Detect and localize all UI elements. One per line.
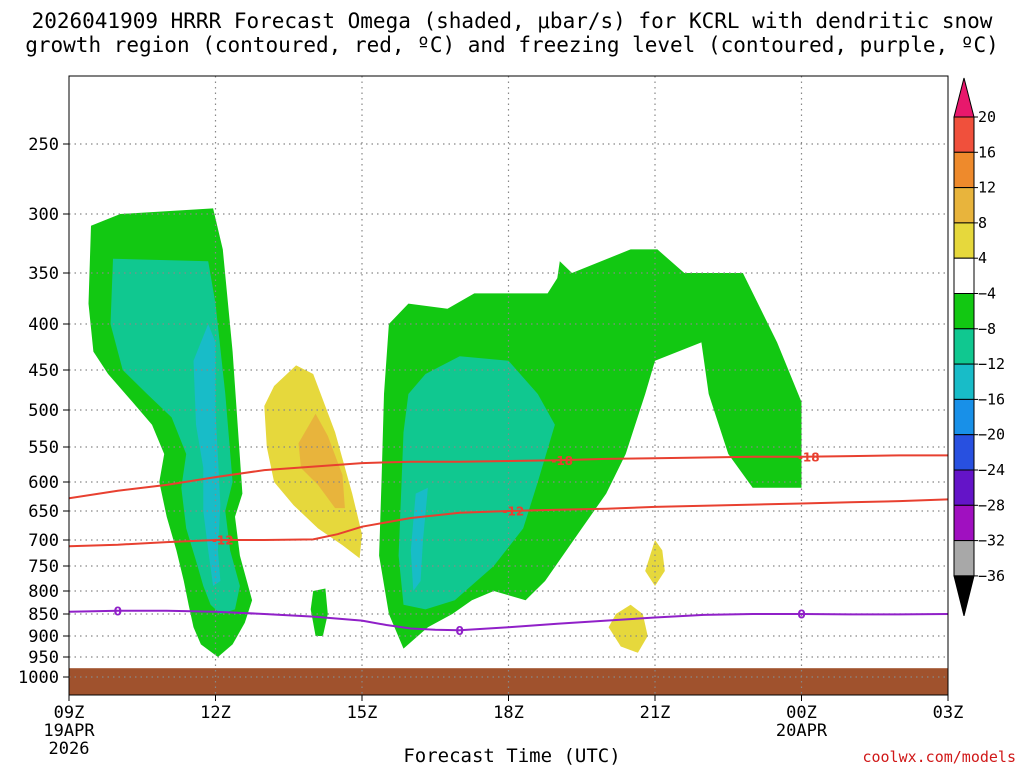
contour--12C: [69, 498, 948, 548]
y-tick-label: 900: [28, 627, 59, 647]
omega-region-yellow-dot-upper: [645, 540, 665, 586]
colorbar-label: −8: [978, 320, 996, 338]
colorbar-label: −20: [978, 426, 1005, 444]
x-axis-title: Forecast Time (UTC): [403, 745, 621, 767]
y-tick-label: 600: [28, 473, 59, 493]
x-tick-date-label: 20APR: [776, 721, 828, 741]
x-tick-label: 12Z: [200, 703, 231, 723]
colorbar-label: 12: [978, 179, 996, 197]
contour-label-0C: 0: [456, 624, 464, 638]
colorbar-swatch: [953, 363, 975, 400]
y-tick-label: 1000: [18, 668, 59, 688]
x-tick-label: 21Z: [640, 703, 671, 723]
omega-region-right-cyan-core: [398, 356, 555, 610]
contour-label--18C: -18: [798, 450, 820, 464]
y-tick-label: 500: [28, 401, 59, 421]
x-tick-label: 15Z: [347, 703, 378, 723]
colorbar-label: 20: [978, 108, 996, 126]
colorbar-label: −32: [978, 532, 1005, 550]
colorbar-label: −24: [978, 461, 1005, 479]
contour-label-0C: 0: [114, 604, 122, 618]
y-tick-label: 850: [28, 605, 59, 625]
omega-region-yellow-dot-lower: [608, 604, 648, 653]
colorbar-label: −4: [978, 285, 996, 303]
chart-title-line2: growth region (contoured, red, ºC) and f…: [25, 33, 999, 57]
contour-label-0C: 0: [797, 608, 805, 622]
colorbar-swatch: [953, 469, 975, 506]
x-tick-label: 09Z: [54, 703, 85, 723]
y-tick-label: 700: [28, 531, 59, 551]
colorbar-bottom-triangle: [953, 575, 975, 617]
contour-label--12C: -12: [212, 534, 234, 548]
contour-0C: [69, 609, 948, 632]
omega-region-orange-core: [298, 413, 345, 509]
x-tick-label: 18Z: [493, 703, 524, 723]
y-tick-label: 950: [28, 648, 59, 668]
y-tick-label: 750: [28, 557, 59, 577]
y-tick-label: 250: [28, 135, 59, 155]
colorbar-swatch: [953, 151, 975, 189]
contour-label--18C: -18: [551, 454, 573, 468]
y-tick-label: 650: [28, 502, 59, 522]
colorbar-label: 8: [978, 214, 987, 232]
colorbar-swatch: [953, 293, 975, 330]
x-tick-label: 00Z: [786, 703, 817, 723]
y-tick-label: 350: [28, 264, 59, 284]
colorbar-swatch: [953, 257, 975, 295]
chart-title-line1: 2026041909 HRRR Forecast Omega (shaded, …: [31, 9, 993, 33]
colorbar-swatch: [953, 187, 975, 224]
omega-region-right-blue-streak: [410, 487, 428, 591]
colorbar-swatch: [953, 434, 975, 471]
credit-text: coolwx.com/models: [862, 748, 1016, 766]
colorbar-swatch: [953, 222, 975, 259]
x-tick-date-label: 19APR: [43, 721, 95, 741]
x-tick-year-label: 2026: [49, 739, 90, 759]
colorbar-top-triangle: [953, 77, 975, 118]
y-tick-label: 400: [28, 315, 59, 335]
colorbar-swatch: [953, 398, 975, 436]
contour--18C: [69, 454, 948, 500]
y-tick-label: 300: [28, 205, 59, 225]
x-tick-label: 03Z: [933, 703, 964, 723]
colorbar-swatch: [953, 540, 975, 577]
contour-label--12C: -12: [503, 505, 525, 519]
colorbar-label: 4: [978, 249, 987, 267]
colorbar-label: −16: [978, 390, 1005, 408]
y-tick-label: 800: [28, 582, 59, 602]
colorbar-swatch: [953, 504, 975, 542]
y-tick-label: 450: [28, 361, 59, 381]
y-tick-label: 550: [28, 438, 59, 458]
colorbar-swatch: [953, 328, 975, 365]
colorbar-swatch: [953, 116, 975, 153]
colorbar-label: 16: [978, 143, 996, 161]
colorbar-label: −28: [978, 496, 1005, 514]
omega-region-left-blue-streak: [193, 324, 221, 586]
omega-region-small-green-blob: [310, 588, 328, 636]
colorbar-label: −36: [978, 567, 1005, 585]
colorbar-label: −12: [978, 355, 1005, 373]
